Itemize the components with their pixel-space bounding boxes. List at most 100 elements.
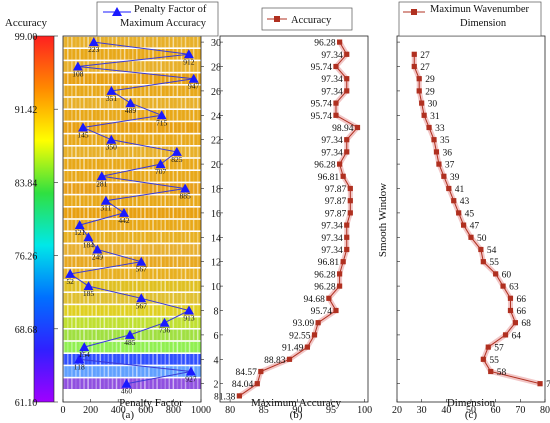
heatmap-stripe <box>192 171 195 182</box>
heatmap-stripe <box>156 378 158 389</box>
heatmap-stripe <box>127 219 130 231</box>
heatmap-stripe <box>87 366 89 377</box>
heatmap-stripe <box>111 171 114 182</box>
heatmap-stripe <box>192 158 195 170</box>
heatmap-stripe <box>71 207 73 219</box>
heatmap-stripe <box>184 219 187 231</box>
y-tick-label: 6 <box>214 331 219 342</box>
heatmap-stripe <box>144 244 146 255</box>
heatmap-stripe <box>148 183 150 194</box>
dimension-data-label: 43 <box>460 197 470 207</box>
heatmap-stripe <box>83 195 85 206</box>
heatmap-stripe <box>91 158 93 170</box>
heatmap-stripe <box>75 354 77 365</box>
heatmap-stripe <box>172 219 175 231</box>
heatmap-stripe <box>107 317 110 328</box>
heatmap-stripe <box>79 366 81 377</box>
heatmap-stripe <box>123 146 126 158</box>
heatmap-stripe <box>71 378 73 389</box>
heatmap-stripe <box>111 366 114 377</box>
heatmap-stripe <box>95 110 97 121</box>
heatmap-stripe <box>63 61 65 72</box>
heatmap-stripe <box>132 85 134 97</box>
heatmap-stripe <box>107 378 110 389</box>
heatmap-stripe <box>140 244 142 255</box>
heatmap-stripe <box>176 171 179 182</box>
heatmap-stripe <box>132 146 134 158</box>
heatmap-stripe <box>136 354 138 365</box>
panel-c-ylabel: Smooth Window <box>377 183 389 257</box>
heatmap-stripe <box>99 97 102 109</box>
heatmap-stripe <box>148 280 150 292</box>
heatmap-stripe <box>136 305 138 316</box>
heatmap-stripe <box>83 61 85 72</box>
heatmap-stripe <box>107 122 110 133</box>
heatmap-stripe <box>123 110 126 121</box>
heatmap-stripe <box>67 244 69 255</box>
heatmap-cell <box>63 305 201 316</box>
heatmap-stripe <box>123 61 126 72</box>
heatmap-stripe <box>192 61 195 72</box>
penalty-triangle-marker <box>74 354 85 364</box>
x-tick-label: 0 <box>61 405 66 416</box>
heatmap-stripe <box>144 366 146 377</box>
heatmap-stripe <box>99 390 102 402</box>
dimension-square-marker <box>416 88 422 94</box>
heatmap-stripe <box>107 390 110 402</box>
heatmap-stripe <box>75 146 77 158</box>
heatmap-stripe <box>140 85 142 97</box>
heatmap-stripe <box>75 110 77 121</box>
heatmap-stripe <box>196 49 199 60</box>
heatmap-stripe <box>160 171 162 182</box>
dimension-square-marker <box>507 295 514 301</box>
heatmap-row <box>63 183 201 194</box>
heatmap-stripe <box>148 97 150 109</box>
heatmap-stripe <box>75 305 77 316</box>
heatmap-stripe <box>127 280 130 292</box>
heatmap-stripe <box>95 268 97 280</box>
heatmap-stripe <box>87 134 89 145</box>
heatmap-stripe <box>132 329 134 341</box>
heatmap-stripe <box>87 293 89 304</box>
heatmap-stripe <box>63 329 65 341</box>
heatmap-stripe <box>99 73 102 84</box>
heatmap-stripe <box>107 366 110 377</box>
heatmap-cell <box>63 219 201 231</box>
heatmap-stripe <box>184 73 187 84</box>
heatmap-stripe <box>95 134 97 145</box>
heatmap-stripe <box>99 244 102 255</box>
heatmap-stripe <box>79 390 81 402</box>
heatmap-stripe <box>83 158 85 170</box>
heatmap-stripe <box>107 341 110 353</box>
heatmap-stripe <box>180 219 183 231</box>
heatmap-stripe <box>115 232 118 243</box>
heatmap-stripe <box>91 378 93 389</box>
heatmap-stripe <box>140 378 142 389</box>
heatmap-stripe <box>196 293 199 304</box>
heatmap-stripe <box>127 61 130 72</box>
heatmap-stripe <box>63 317 65 328</box>
heatmap-stripe <box>71 354 73 365</box>
heatmap-stripe <box>83 317 85 328</box>
heatmap-stripe <box>196 341 199 353</box>
heatmap-stripe <box>79 280 81 292</box>
dimension-square-marker <box>461 222 467 228</box>
heatmap-stripe <box>111 268 114 280</box>
heatmap-stripe <box>71 36 73 48</box>
dimension-data-label: 66 <box>516 307 526 317</box>
heatmap-stripe <box>192 378 195 389</box>
accuracy-square-marker <box>326 295 332 301</box>
heatmap-stripe <box>140 219 142 231</box>
heatmap-stripe <box>140 207 142 219</box>
heatmap-stripe <box>168 61 171 72</box>
heatmap-stripe <box>99 280 102 292</box>
heatmap-stripe <box>172 85 175 97</box>
heatmap-stripe <box>192 122 195 133</box>
heatmap-stripe <box>79 268 81 280</box>
heatmap-stripe <box>184 158 187 170</box>
dimension-square-marker <box>446 185 452 192</box>
heatmap-stripe <box>132 390 134 402</box>
heatmap-stripe <box>107 280 110 292</box>
heatmap-stripe <box>103 341 106 353</box>
heatmap-stripe <box>196 256 199 267</box>
